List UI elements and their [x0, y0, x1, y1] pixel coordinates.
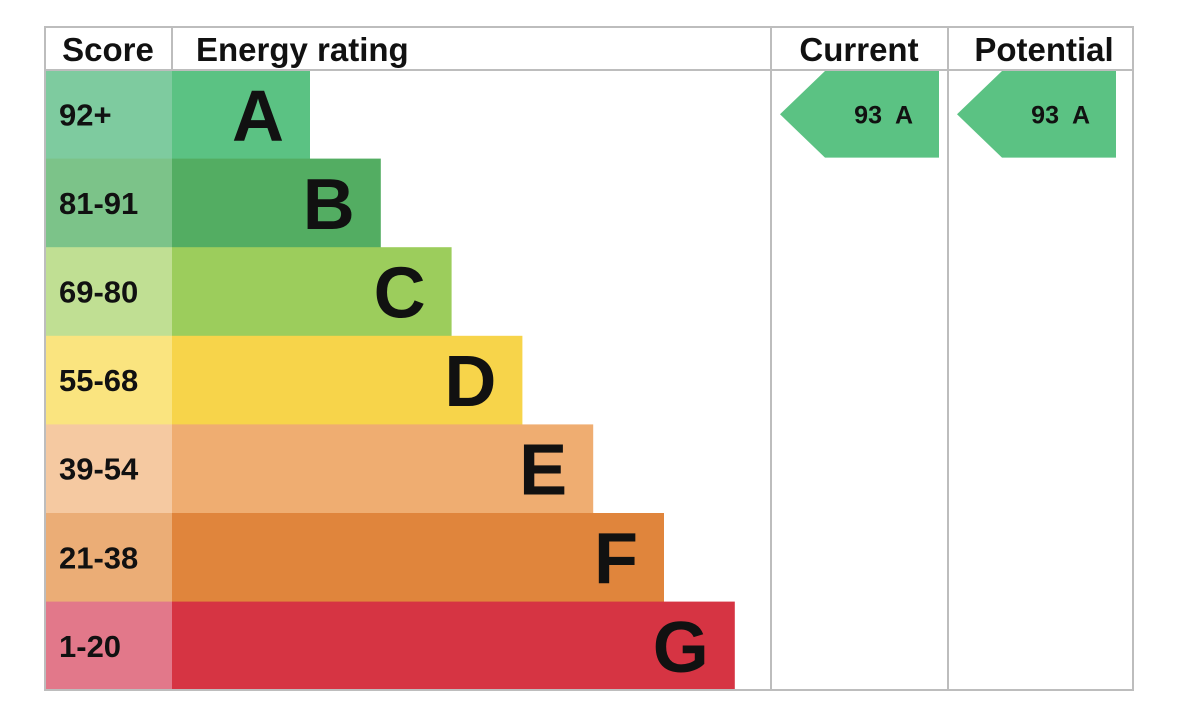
header-energy-rating: Energy rating [196, 31, 409, 68]
score-cell-c [45, 247, 172, 337]
score-cell-a [45, 70, 172, 160]
potential-arrow [957, 71, 1116, 158]
band-bar-a [172, 70, 310, 160]
band-bar-d [172, 335, 523, 425]
rating-bands: 92+ A 81-91 B 69-80 C 55-68 D 39-54 E 21-38 F 1-20 G [45, 70, 735, 691]
potential-rating-label: 93 A [1031, 101, 1090, 129]
score-cell-g [45, 601, 172, 691]
score-label-e: 39-54 [59, 452, 139, 487]
band-bar-e [172, 424, 594, 514]
band-bar-b [172, 158, 381, 248]
band-bar-c [172, 247, 452, 337]
band-letter-a: A [232, 76, 284, 156]
score-label-d: 55-68 [59, 363, 138, 398]
current-arrow [780, 71, 939, 158]
header-score: Score [62, 31, 154, 68]
score-cell-f [45, 513, 172, 603]
score-label-f: 21-38 [59, 540, 138, 575]
band-letter-d: D [444, 342, 496, 422]
rating-arrows: 93 A 93 A [780, 71, 1116, 158]
score-label-a: 92+ [59, 97, 112, 132]
band-letter-c: C [374, 254, 426, 334]
chart-frame [44, 26, 1134, 691]
band-bar-g [172, 601, 735, 691]
band-letter-b: B [303, 165, 355, 245]
band-bar-f [172, 513, 664, 603]
score-cell-d [45, 335, 172, 425]
band-letter-g: G [653, 608, 709, 688]
score-label-c: 69-80 [59, 275, 138, 310]
score-label-g: 1-20 [59, 629, 121, 664]
current-rating-label: 93 A [854, 101, 913, 129]
band-letter-e: E [519, 431, 567, 511]
band-letter-f: F [594, 519, 638, 599]
header-current: Current [799, 31, 918, 68]
score-label-b: 81-91 [59, 186, 138, 221]
score-cell-b [45, 158, 172, 248]
score-cell-e [45, 424, 172, 514]
header-potential: Potential [974, 31, 1113, 68]
